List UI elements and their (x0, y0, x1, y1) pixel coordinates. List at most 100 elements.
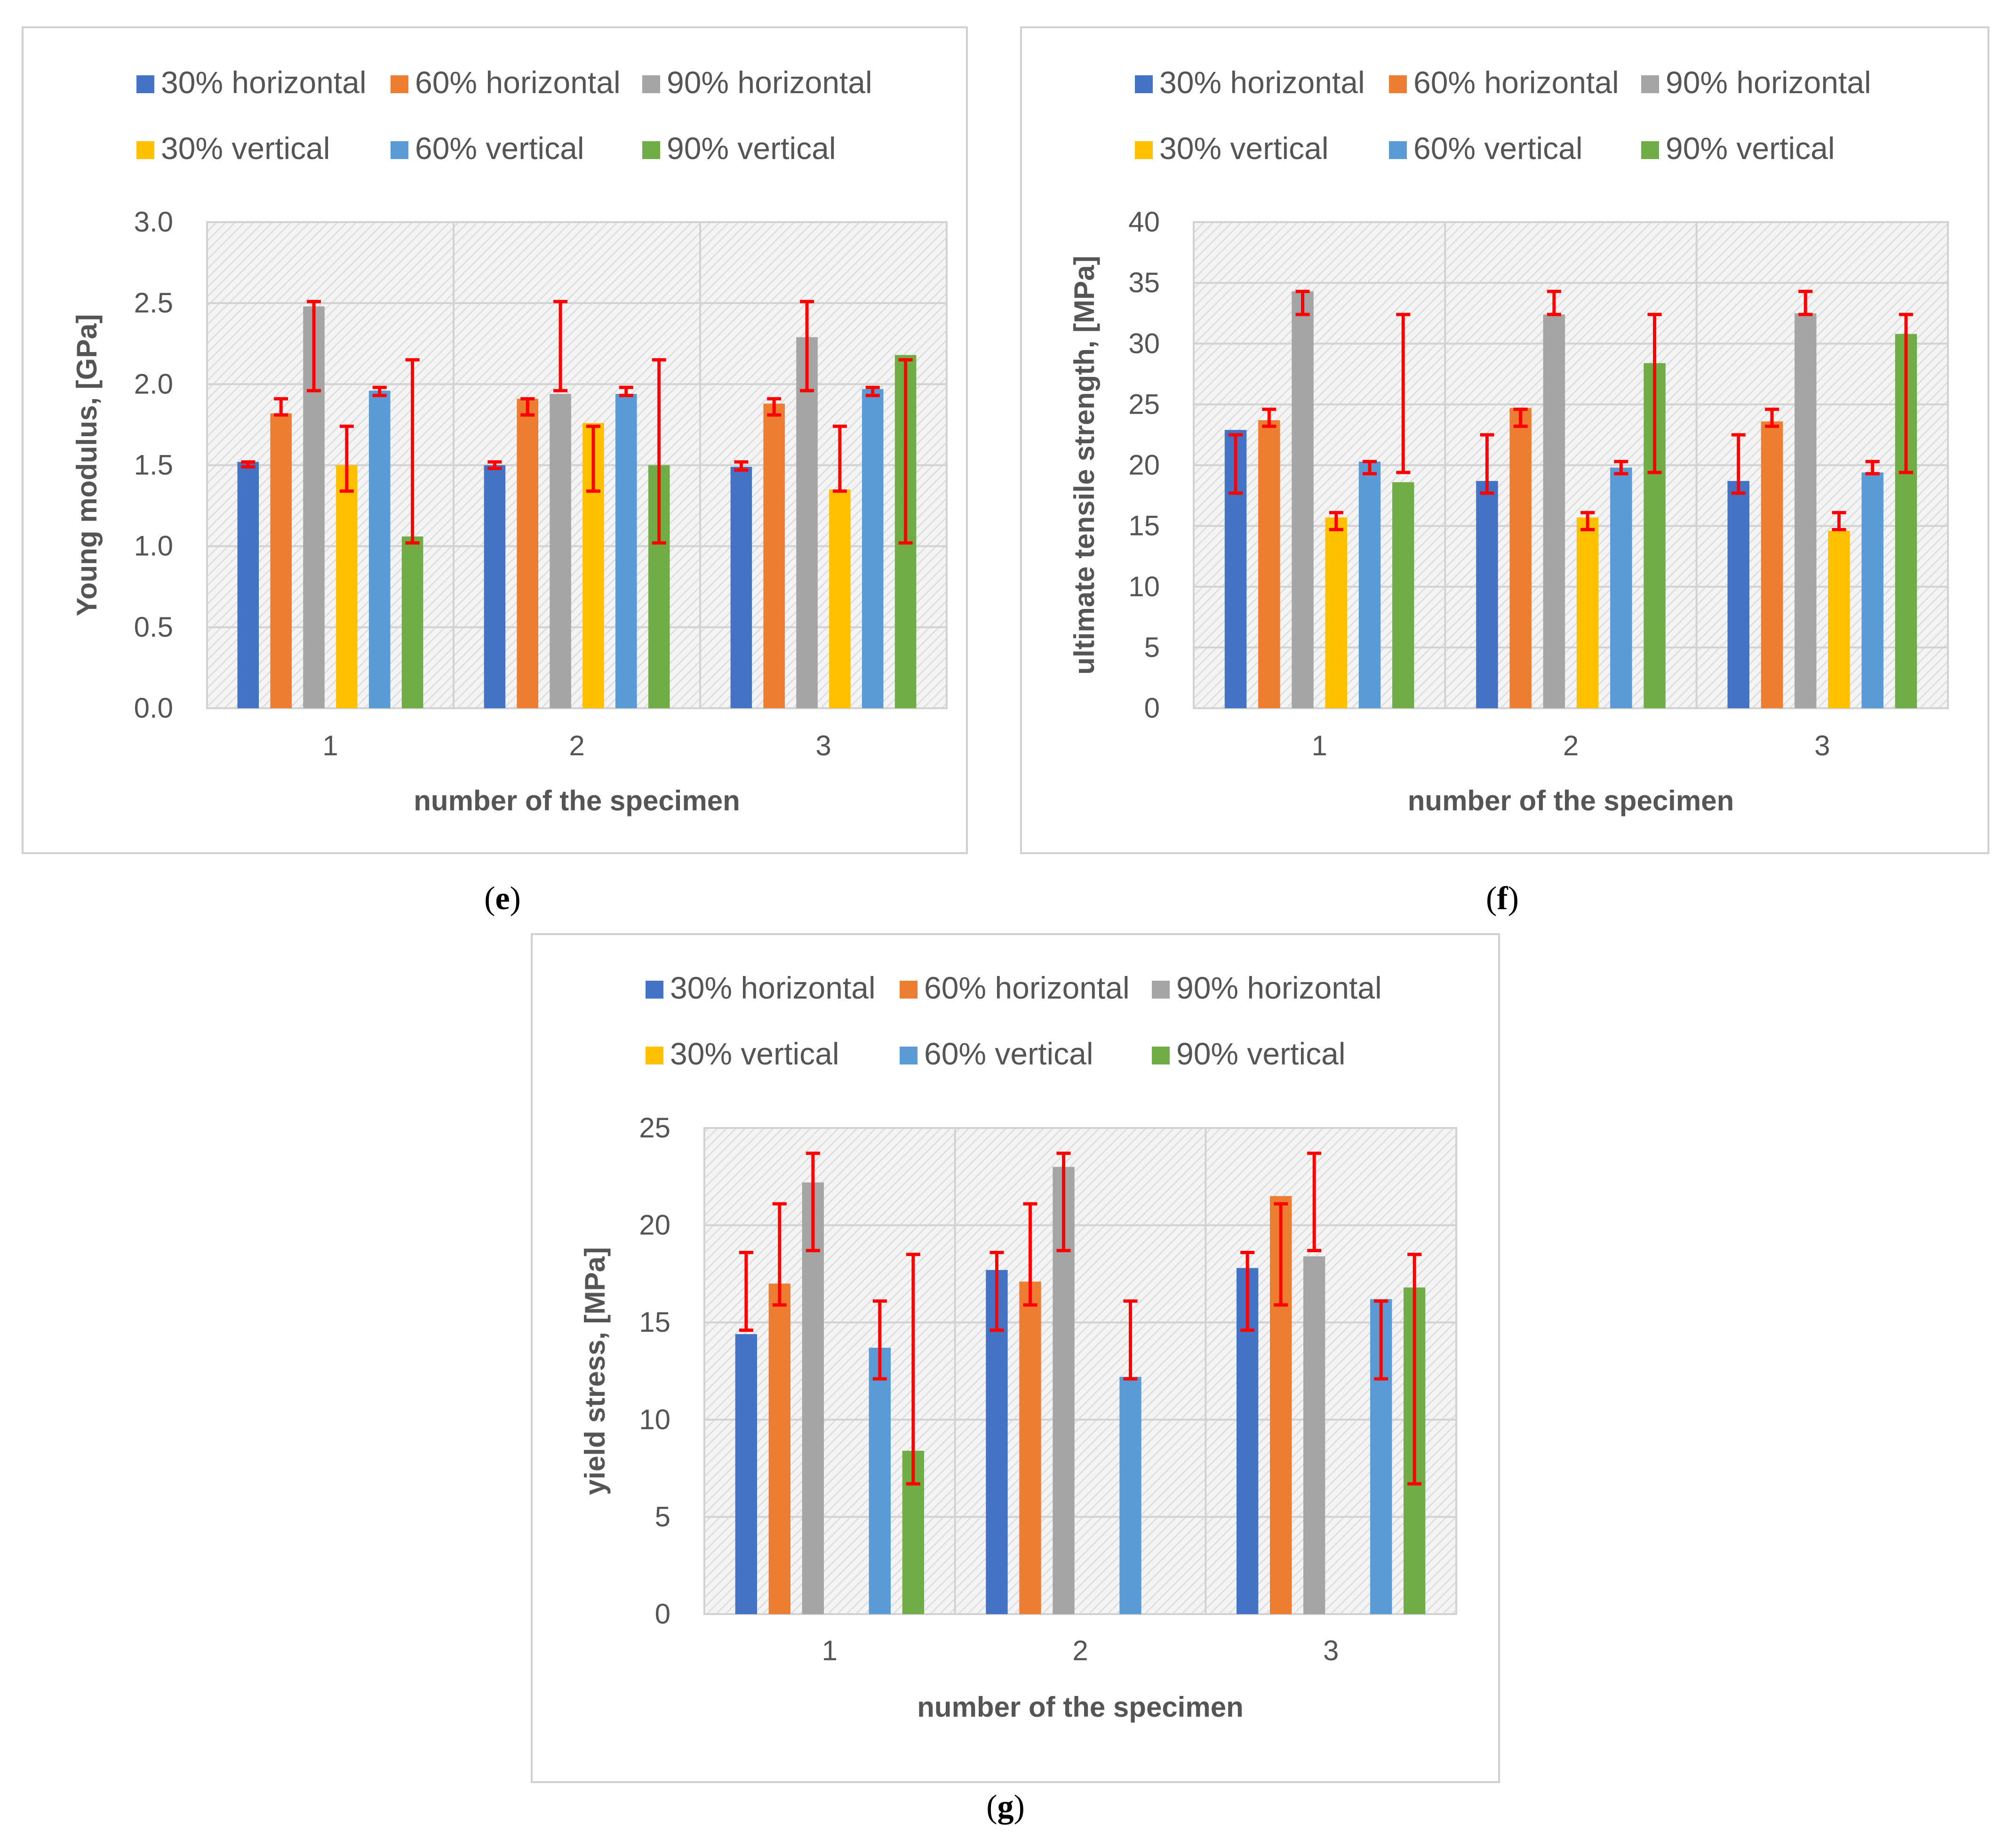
bar (1543, 314, 1565, 708)
y-tick-label: 2.5 (134, 287, 173, 319)
bar (615, 393, 637, 708)
x-axis-title: number of the specimen (414, 785, 740, 816)
y-axis-title: ultimate tensile strength, [MPa] (1069, 256, 1100, 674)
y-tick-label: 1.0 (134, 530, 173, 562)
bar (270, 413, 292, 708)
bar (1325, 517, 1348, 708)
y-tick-label: 15 (1128, 510, 1160, 542)
legend-label: 90% vertical (1176, 1036, 1346, 1071)
bar (768, 1283, 790, 1614)
bar (1303, 1256, 1325, 1614)
bar (796, 337, 818, 708)
bar (1476, 481, 1498, 708)
legend-swatch (646, 1047, 663, 1064)
y-tick-label: 3.0 (134, 206, 173, 238)
panel-label: (f) (1486, 880, 1519, 917)
y-tick-label: 20 (1128, 449, 1160, 481)
legend-swatch (1389, 75, 1407, 93)
x-tick-label: 1 (822, 1635, 838, 1666)
y-tick-label: 0.5 (134, 611, 173, 643)
y-tick-label: 25 (1128, 388, 1160, 420)
legend-swatch (1135, 75, 1153, 93)
bar (730, 466, 752, 708)
bar (401, 536, 423, 708)
bar (550, 393, 571, 708)
bar (1828, 530, 1850, 708)
bar (1861, 472, 1883, 708)
y-tick-label: 30 (1128, 328, 1160, 359)
bar (1358, 461, 1381, 708)
y-tick-label: 35 (1128, 267, 1160, 298)
x-tick-label: 2 (1563, 730, 1579, 761)
bar (802, 1182, 824, 1614)
legend-label: 60% horizontal (924, 970, 1130, 1005)
legend-label: 60% vertical (1413, 131, 1583, 166)
bar (336, 465, 358, 708)
bar (735, 1334, 757, 1614)
y-tick-label: 40 (1128, 206, 1160, 238)
x-axis-title: number of the specimen (917, 1691, 1243, 1723)
bar (1292, 291, 1314, 708)
x-tick-label: 1 (1311, 730, 1327, 761)
bar (1258, 420, 1280, 708)
legend-swatch (391, 141, 408, 159)
legend-label: 30% horizontal (670, 970, 876, 1005)
legend-swatch (900, 981, 918, 999)
legend-label: 60% vertical (415, 131, 584, 166)
legend-label: 30% vertical (670, 1036, 839, 1071)
chart-panel-f: 30% horizontal 60% horizontal 90% horizont… (1020, 26, 1989, 917)
legend-label: 90% vertical (1666, 131, 1835, 166)
bar (1761, 421, 1783, 708)
legend-label: 90% horizontal (1666, 65, 1871, 100)
bar (1794, 313, 1817, 708)
legend-label: 30% horizontal (161, 65, 367, 100)
bar (1119, 1376, 1141, 1614)
x-tick-label: 2 (569, 730, 584, 761)
legend-swatch (1135, 141, 1153, 159)
legend-label: 60% horizontal (1413, 65, 1619, 100)
bar (1610, 467, 1632, 708)
legend-swatch (1389, 141, 1407, 159)
x-axis-title: number of the specimen (1408, 785, 1734, 816)
x-tick-label: 3 (1814, 730, 1830, 761)
y-axis-title: Young modulus, [GPa] (71, 314, 103, 616)
legend-swatch (1641, 141, 1659, 159)
bar (237, 462, 259, 708)
y-tick-label: 0 (1144, 692, 1160, 724)
y-tick-label: 5 (1144, 632, 1160, 663)
y-tick-label: 0.0 (134, 692, 173, 724)
y-tick-label: 0 (655, 1598, 670, 1630)
x-tick-label: 3 (1323, 1635, 1339, 1666)
legend-swatch (642, 75, 660, 93)
legend-label: 30% horizontal (1159, 65, 1365, 100)
bar (517, 399, 539, 708)
legend-swatch (900, 1047, 918, 1064)
y-tick-label: 15 (639, 1306, 670, 1338)
legend-swatch (391, 75, 408, 93)
y-tick-label: 5 (655, 1501, 670, 1532)
bar (368, 391, 391, 708)
bar (862, 389, 884, 708)
bar (484, 465, 506, 708)
y-tick-label: 20 (639, 1209, 670, 1241)
legend-label: 60% horizontal (415, 65, 621, 100)
legend-label: 90% horizontal (1176, 970, 1382, 1005)
legend-label: 30% vertical (1159, 131, 1329, 166)
plot-area (703, 1127, 1457, 1615)
legend-swatch (136, 141, 154, 159)
bar (1019, 1281, 1041, 1614)
legend-swatch (646, 981, 663, 999)
y-tick-label: 1.5 (134, 449, 173, 481)
chart-panel-e: 30% horizontal 60% horizontal 90% horizont… (22, 26, 968, 917)
x-tick-label: 2 (1072, 1635, 1088, 1666)
panel-label: (e) (484, 880, 521, 917)
bar (1509, 408, 1532, 708)
y-tick-label: 10 (1128, 571, 1160, 602)
x-tick-label: 1 (322, 730, 338, 761)
bar (869, 1347, 891, 1614)
legend-label: 90% horizontal (667, 65, 872, 100)
legend-swatch (1152, 981, 1170, 999)
legend-swatch (1152, 1047, 1170, 1064)
y-tick-label: 10 (639, 1404, 670, 1435)
panel-label: (g) (986, 1789, 1025, 1825)
